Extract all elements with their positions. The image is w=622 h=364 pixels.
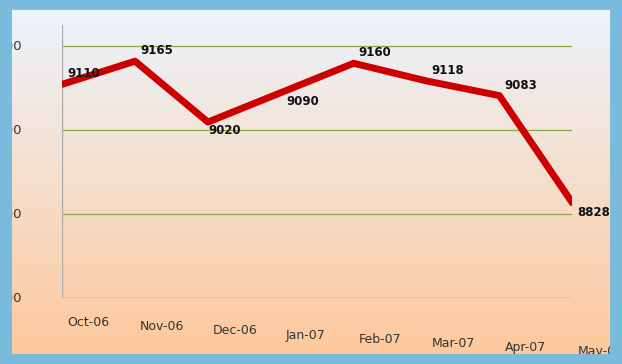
Text: Dec-06: Dec-06: [213, 324, 258, 337]
Text: Jan-07: Jan-07: [286, 328, 326, 341]
Text: Oct-06: Oct-06: [67, 316, 109, 329]
Text: 9000: 9000: [0, 124, 21, 137]
Text: 9020: 9020: [208, 124, 241, 137]
Text: Apr-07: Apr-07: [504, 341, 545, 354]
Text: 9083: 9083: [504, 79, 537, 92]
Text: 8600: 8600: [0, 292, 21, 305]
Text: 9165: 9165: [140, 44, 173, 58]
Text: 9090: 9090: [286, 95, 318, 108]
Text: 8800: 8800: [0, 208, 21, 221]
Text: Nov-06: Nov-06: [140, 320, 185, 333]
Text: 9160: 9160: [359, 47, 391, 59]
Text: 8828: 8828: [577, 206, 610, 219]
Text: 9118: 9118: [432, 64, 465, 77]
Text: Feb-07: Feb-07: [359, 333, 401, 345]
Text: May-07: May-07: [577, 345, 622, 358]
Text: 9200: 9200: [0, 40, 21, 53]
Text: 9110: 9110: [67, 67, 100, 80]
Text: Mar-07: Mar-07: [432, 337, 475, 350]
